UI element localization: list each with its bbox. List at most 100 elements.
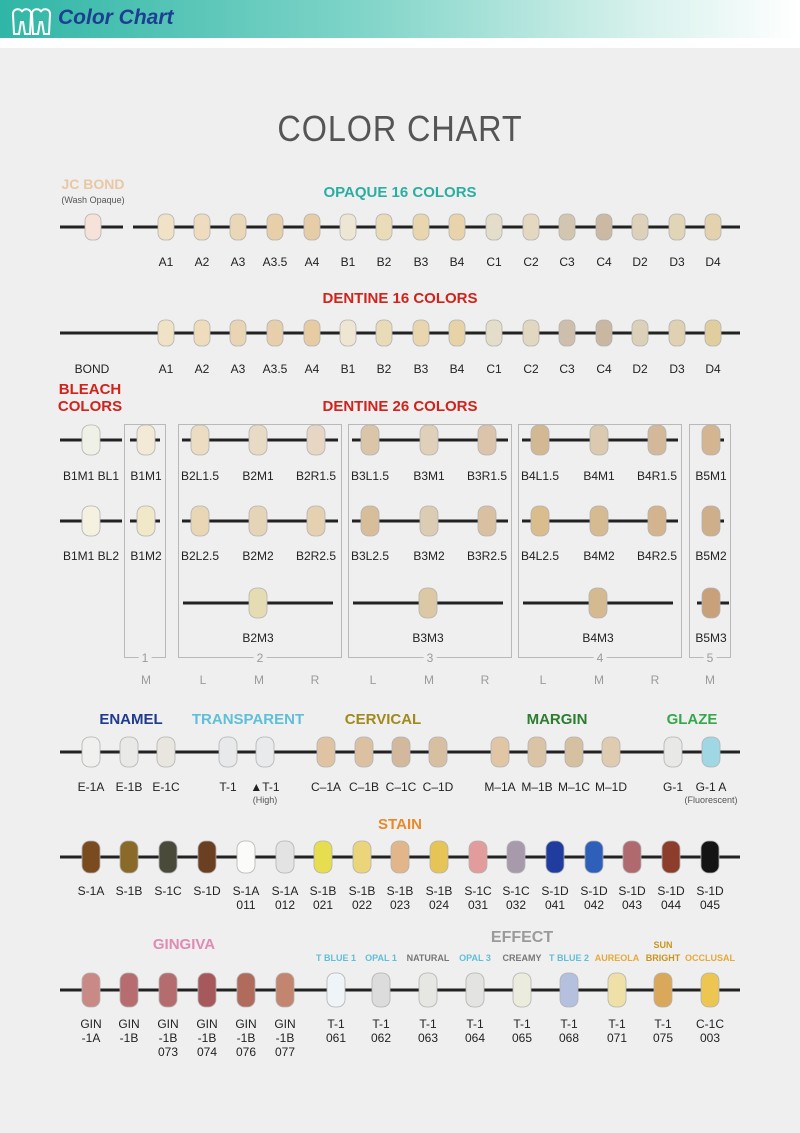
color-swatch bbox=[375, 319, 393, 347]
stain-label: S-1D 042 bbox=[580, 884, 608, 912]
effect-label: T-1 062 bbox=[370, 1017, 392, 1045]
color-swatch bbox=[448, 213, 466, 241]
color-swatch bbox=[704, 213, 722, 241]
color-swatch bbox=[558, 319, 576, 347]
dentine26-label: B4M3 bbox=[582, 631, 614, 645]
bleach-label: B1M1 BL1 bbox=[62, 469, 120, 483]
color-swatch bbox=[266, 213, 284, 241]
bond-label: BOND bbox=[74, 362, 110, 376]
color-swatch bbox=[84, 213, 102, 241]
color-swatch bbox=[390, 840, 410, 874]
color-swatch bbox=[136, 505, 156, 537]
color-swatch bbox=[412, 319, 430, 347]
opaque-label: A3 bbox=[230, 255, 246, 269]
color-swatch bbox=[275, 840, 295, 874]
dentine26-label: B4R1.5 bbox=[636, 469, 678, 483]
stain-label: S-1D 041 bbox=[541, 884, 569, 912]
header-bar bbox=[0, 0, 800, 38]
color-swatch bbox=[193, 213, 211, 241]
group-frame bbox=[178, 424, 342, 658]
color-swatch bbox=[564, 736, 584, 768]
color-swatch bbox=[255, 736, 275, 768]
shade-position-label: M bbox=[254, 673, 264, 687]
color-swatch bbox=[119, 972, 139, 1008]
cervical-label: C–1C bbox=[385, 780, 417, 794]
color-swatch bbox=[607, 972, 627, 1008]
dentine16-label: A2 bbox=[194, 362, 210, 376]
color-swatch bbox=[647, 505, 667, 537]
color-swatch bbox=[522, 319, 540, 347]
color-swatch bbox=[506, 840, 526, 874]
group-number: 3 bbox=[423, 651, 437, 665]
opaque-label: D3 bbox=[669, 255, 685, 269]
color-swatch bbox=[448, 319, 466, 347]
color-swatch bbox=[229, 213, 247, 241]
gingiva-label: GIN -1B 076 bbox=[235, 1017, 257, 1059]
color-swatch bbox=[391, 736, 411, 768]
color-swatch bbox=[700, 840, 720, 874]
margin-label: M–1A bbox=[484, 780, 516, 794]
opaque-label: B4 bbox=[449, 255, 465, 269]
color-swatch bbox=[522, 213, 540, 241]
enamel-label: E-1C bbox=[152, 780, 180, 794]
color-swatch bbox=[81, 505, 101, 537]
dentine26-label: B3L1.5 bbox=[350, 469, 390, 483]
color-swatch bbox=[81, 972, 101, 1008]
shade-position-label: L bbox=[539, 673, 547, 687]
opaque-heading: OPAQUE 16 COLORS bbox=[323, 184, 477, 201]
stain-label: S-1B 023 bbox=[386, 884, 414, 912]
shade-position-label: R bbox=[480, 673, 490, 687]
effect-name: CREAMY bbox=[502, 953, 542, 963]
effect-label: T-1 068 bbox=[558, 1017, 580, 1045]
margin-label: M–1C bbox=[557, 780, 591, 794]
group-frame bbox=[518, 424, 682, 658]
dentine26-label: B5M3 bbox=[695, 631, 727, 645]
cervical-label: C–1D bbox=[422, 780, 454, 794]
stain-label: S-1D 044 bbox=[657, 884, 685, 912]
dentine16-label: B1 bbox=[340, 362, 356, 376]
dentine16-label: D2 bbox=[632, 362, 648, 376]
effect-name: AUREOLA bbox=[594, 953, 640, 963]
color-swatch bbox=[371, 972, 391, 1008]
opaque-label: A4 bbox=[304, 255, 320, 269]
color-swatch bbox=[545, 840, 565, 874]
effect-name: T BLUE 2 bbox=[548, 953, 590, 963]
dentine26-label: B4L1.5 bbox=[520, 469, 560, 483]
color-swatch bbox=[303, 319, 321, 347]
color-swatch bbox=[360, 505, 380, 537]
bleach-heading-2: COLORS bbox=[57, 398, 123, 415]
stain-label: S-1A bbox=[77, 884, 105, 898]
color-swatch bbox=[248, 587, 268, 619]
color-swatch bbox=[326, 972, 346, 1008]
margin-label: M–1D bbox=[594, 780, 628, 794]
opaque-label: D2 bbox=[632, 255, 648, 269]
dentine16-label: C2 bbox=[523, 362, 539, 376]
bleach-label: B1M2 bbox=[130, 549, 162, 563]
color-swatch bbox=[157, 319, 175, 347]
group-number: 2 bbox=[253, 651, 267, 665]
glaze-label: G-1 A bbox=[695, 780, 727, 794]
color-swatch bbox=[663, 736, 683, 768]
shade-position-label: M bbox=[141, 673, 151, 687]
tooth-logo-icon bbox=[11, 8, 52, 35]
color-swatch bbox=[306, 424, 326, 456]
gingiva-label: GIN -1B 074 bbox=[196, 1017, 218, 1059]
color-swatch bbox=[701, 505, 721, 537]
color-swatch bbox=[136, 424, 156, 456]
dentine26-label: B3M2 bbox=[413, 549, 445, 563]
cervical-label: C–1B bbox=[348, 780, 380, 794]
opaque-label: B3 bbox=[413, 255, 429, 269]
color-swatch bbox=[306, 505, 326, 537]
effect-label: C-1C 003 bbox=[695, 1017, 725, 1045]
effect-label: T-1 063 bbox=[417, 1017, 439, 1045]
dentine16-label: C1 bbox=[486, 362, 502, 376]
group-frame bbox=[124, 424, 166, 658]
transparent-label: ▲T-1 bbox=[250, 780, 280, 794]
color-swatch bbox=[647, 424, 667, 456]
group-number: 4 bbox=[593, 651, 607, 665]
effect-label: T-1 075 bbox=[652, 1017, 674, 1045]
color-swatch bbox=[375, 213, 393, 241]
jc-bond-heading: JC BOND bbox=[61, 176, 125, 192]
opaque-label: C3 bbox=[559, 255, 575, 269]
